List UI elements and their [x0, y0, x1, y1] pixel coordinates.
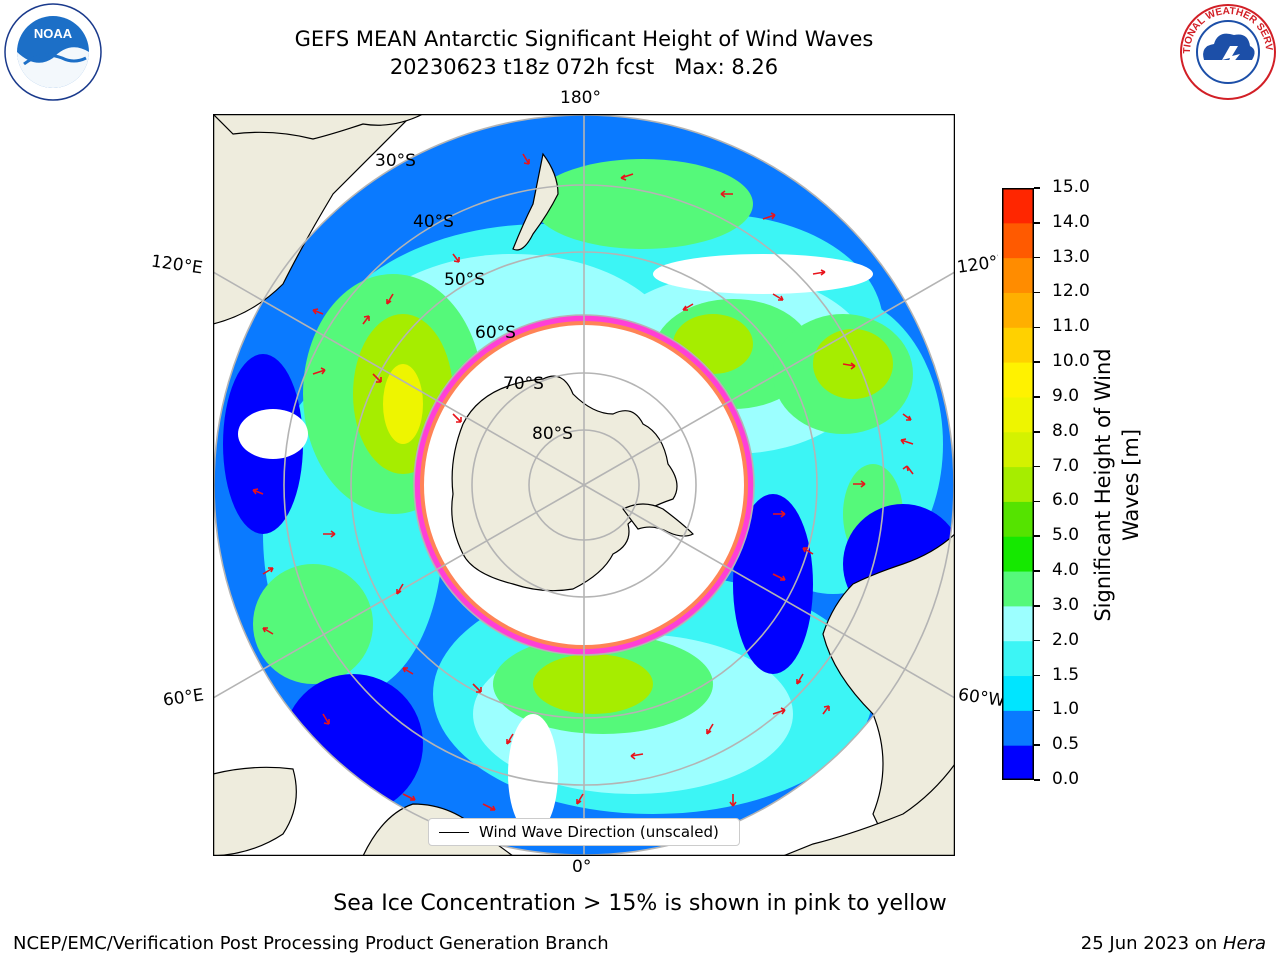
wave-field: [223, 159, 954, 834]
footer-date: 25 Jun 2023 on Hera: [1080, 933, 1266, 954]
colorbar-tick-mark: [1034, 222, 1040, 224]
colorbar-tick-label: 15.0: [1052, 177, 1090, 197]
colorbar-tick-label: 12.0: [1052, 281, 1090, 302]
colorbar-tick-mark: [1034, 291, 1040, 294]
colorbar-tick-label: 5.0: [1052, 525, 1080, 546]
colorbar-tick-mark: [1034, 639, 1040, 642]
sea-ice-note: Sea Ice Concentration > 15% is shown in …: [333, 891, 947, 916]
lat-label-60s: 60°S: [475, 323, 516, 343]
lat-label-40s: 40°S: [413, 212, 454, 232]
colorbar-tick-mark: [1034, 396, 1040, 398]
colorbar-tick-label: 11.0: [1052, 316, 1090, 337]
colorbar-tick-mark: [1034, 500, 1040, 503]
colorbar-tick-label: 7.0: [1052, 455, 1080, 476]
lat-label-70s: 70°S: [503, 374, 544, 394]
colorbar-band: [1002, 362, 1034, 398]
colorbar-tick-mark: [1034, 361, 1040, 363]
colorbar-tick-mark: [1034, 187, 1040, 189]
antarctic-wave-map: [213, 114, 955, 856]
colorbar-tick-label: 2.0: [1052, 629, 1080, 650]
colorbar-tick-label: 14.0: [1052, 211, 1090, 232]
colorbar-band: [1002, 501, 1034, 537]
lon-label-180: 180°: [560, 88, 601, 108]
colorbar-band: [1002, 745, 1034, 780]
colorbar-band: [1002, 536, 1034, 572]
wind-wave-arrows: [252, 153, 914, 811]
legend-label: Wind Wave Direction (unscaled): [479, 823, 719, 841]
lat-label-50s: 50°S: [444, 270, 485, 290]
lon-label-0: 0°: [572, 857, 592, 877]
map-legend: Wind Wave Direction (unscaled): [428, 818, 740, 846]
colorbar-tick-mark: [1034, 779, 1040, 781]
colorbar-tick-mark: [1034, 256, 1040, 259]
colorbar-band: [1002, 431, 1034, 468]
colorbar-band: [1002, 466, 1034, 502]
chart-subtitle: 20230623 t18z 072h fcst Max: 8.26: [389, 55, 779, 79]
colorbar-band: [1002, 605, 1034, 642]
colorbar-tick-label: 1.0: [1052, 699, 1080, 720]
legend-line-sample: [439, 832, 469, 833]
colorbar-tick-label: 3.0: [1052, 594, 1080, 615]
lat-label-30s: 30°S: [375, 151, 416, 171]
colorbar-tick-mark: [1034, 326, 1040, 329]
lat-label-80s: 80°S: [532, 424, 573, 444]
colorbar-band: [1002, 396, 1034, 433]
colorbar-tick-mark: [1034, 605, 1040, 607]
noaa-logo-text: NOAA: [34, 26, 73, 41]
noaa-logo: NOAA: [4, 3, 102, 101]
colorbar-tick-mark: [1034, 570, 1040, 572]
colorbar-tick-mark: [1034, 465, 1040, 468]
colorbar-tick-label: 8.0: [1052, 420, 1080, 441]
colorbar: [1002, 188, 1034, 780]
colorbar-tick-label: 0.5: [1052, 734, 1080, 755]
colorbar-band: [1002, 292, 1034, 328]
lon-label-60e: 60°E: [161, 685, 206, 711]
colorbar-tick-label: 10.0: [1052, 351, 1090, 372]
colorbar-band: [1002, 222, 1034, 259]
colorbar-label: Significant Height of Wind Waves [m]: [1091, 348, 1143, 622]
colorbar-band: [1002, 327, 1034, 363]
footer-host: Hera: [1222, 933, 1266, 954]
chart-title: GEFS MEAN Antarctic Significant Height o…: [294, 27, 874, 51]
colorbar-band: [1002, 257, 1034, 293]
lon-label-60w: 60°W: [956, 684, 1006, 712]
colorbar-band: [1002, 640, 1034, 677]
colorbar-tick-label: 6.0: [1052, 490, 1080, 511]
colorbar-tick-mark: [1034, 674, 1040, 677]
colorbar-band: [1002, 188, 1034, 224]
colorbar-tick-mark: [1034, 709, 1040, 712]
colorbar-tick-label: 0.0: [1052, 769, 1080, 789]
colorbar-band: [1002, 571, 1034, 607]
colorbar-tick-label: 13.0: [1052, 246, 1090, 267]
colorbar-tick-label: 4.0: [1052, 560, 1080, 581]
colorbar-tick-mark: [1034, 744, 1040, 746]
colorbar-tick-mark: [1034, 535, 1040, 537]
colorbar-tick-label: 9.0: [1052, 385, 1080, 406]
colorbar-band: [1002, 710, 1034, 746]
colorbar-tick-mark: [1034, 431, 1040, 433]
colorbar-tick-label: 1.5: [1052, 664, 1080, 685]
colorbar-band: [1002, 675, 1034, 711]
lon-label-120w: 120°W: [955, 252, 1001, 278]
lon-label-120e: 120°E: [149, 251, 204, 279]
nws-logo: NATIONAL WEATHER SERVICE: [1178, 2, 1276, 100]
footer-credit: NCEP/EMC/Verification Post Processing Pr…: [13, 933, 609, 954]
